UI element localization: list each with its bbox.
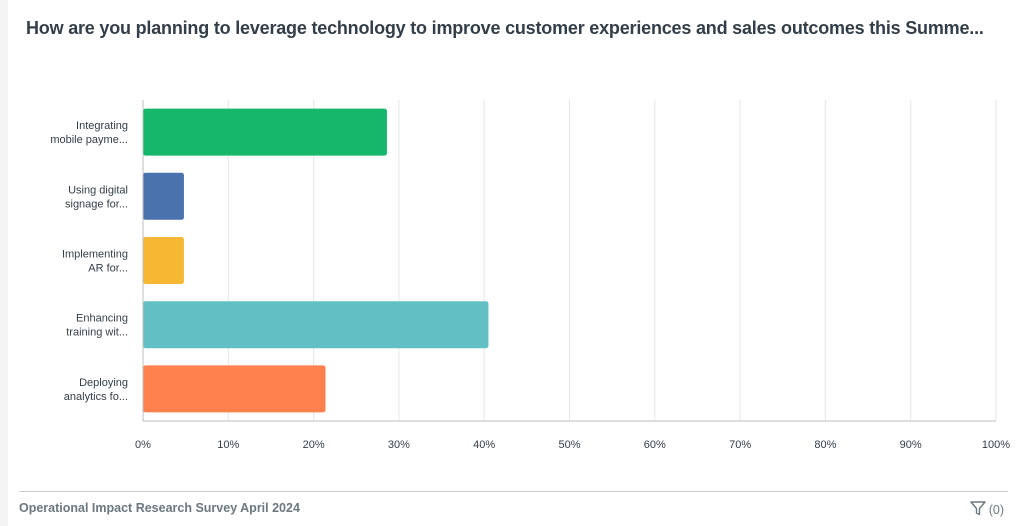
bar[interactable] [143,237,184,284]
category-label: Enhancing [76,313,128,325]
bar[interactable] [143,301,489,349]
category-label: signage for... [65,198,128,210]
filter-count: (0) [988,502,1004,517]
filter-icon [970,500,986,519]
bar-chart: Integrating mobile payme... Using digital s… [50,100,1010,451]
category-label: training wit... [66,327,128,339]
category-labels: Integrating mobile payme... Using digital s… [50,120,128,403]
x-tick-labels: 0% 10% 20% 30% 40% 50% 60% 70% 80% 90% 100% [135,439,1010,451]
bars [143,108,489,413]
bar[interactable] [143,365,326,413]
x-tick-label: 70% [729,439,751,451]
category-label: AR for... [88,263,128,275]
x-tick-label: 0% [135,439,151,451]
question-title: How are you planning to leverage technol… [26,18,984,38]
x-tick-label: 30% [388,439,410,451]
category-label: analytics fo... [64,391,128,403]
category-label: mobile payme... [50,134,128,146]
category-label: Deploying [79,377,128,389]
x-tick-label: 10% [217,439,239,451]
x-tick-label: 50% [558,439,580,451]
bar[interactable] [143,108,387,156]
filter-button[interactable]: (0) [970,500,1004,519]
x-tick-label: 20% [303,439,325,451]
footer-divider [19,491,1008,492]
x-tick-label: 40% [473,439,495,451]
bar[interactable] [143,172,184,220]
category-label: Integrating [76,120,128,132]
x-tick-label: 60% [644,439,666,451]
category-label: Implementing [62,249,128,261]
x-tick-label: 100% [982,439,1010,451]
survey-name: Operational Impact Research Survey April… [19,501,300,515]
category-label: Using digital [68,184,128,196]
x-tick-label: 80% [814,439,836,451]
x-tick-label: 90% [900,439,922,451]
